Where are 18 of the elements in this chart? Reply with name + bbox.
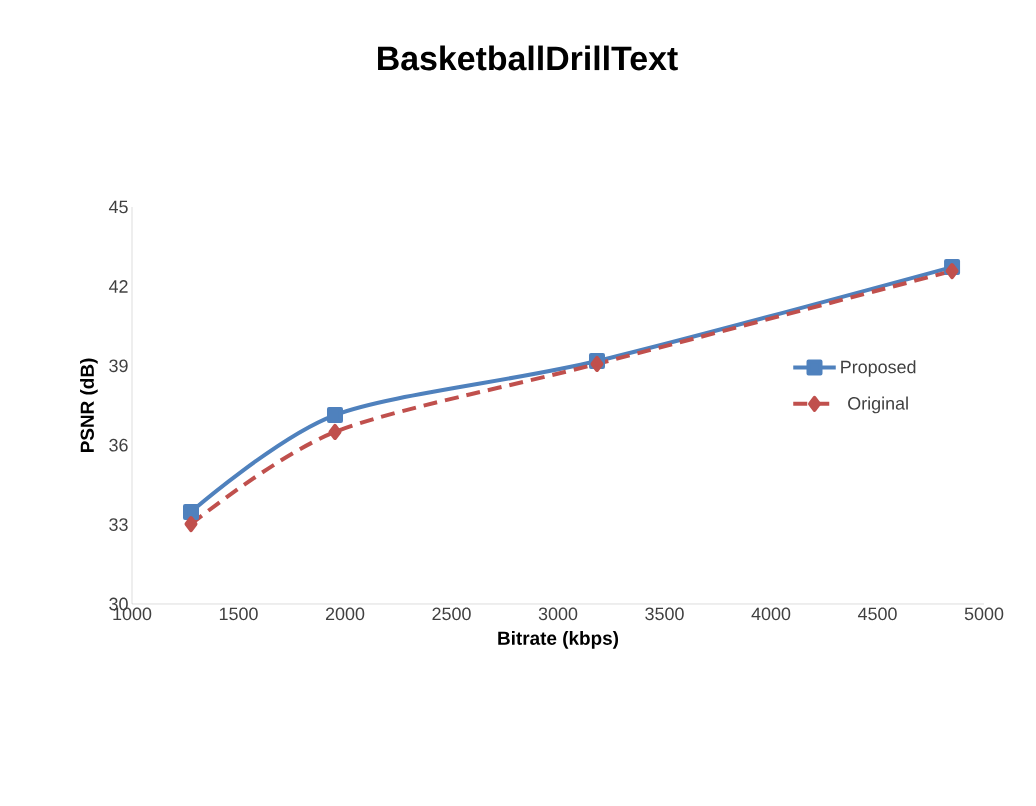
x-tick-label: 2500 (432, 607, 471, 621)
legend-label: Original (848, 396, 908, 414)
x-tick-label: 2000 (325, 607, 365, 621)
y-axis-title: PSNR (dB) (80, 358, 98, 453)
x-tick-label: 4000 (751, 607, 791, 621)
y-tick-label: 36 (109, 438, 128, 452)
x-tick-label: 5000 (964, 607, 1004, 621)
x-tick-label: 3500 (645, 607, 684, 621)
y-tick-label: 42 (108, 280, 128, 293)
y-tick-label: 33 (109, 518, 128, 531)
legend-label: Proposed (841, 360, 916, 377)
x-tick-label: 1500 (219, 607, 258, 621)
x-tick-label: 3000 (538, 607, 578, 621)
x-tick-label: 4500 (857, 607, 897, 621)
y-tick-label: 39 (109, 359, 128, 373)
x-axis-title: Bitrate (kbps) (498, 631, 619, 649)
y-tick-label: 45 (108, 200, 128, 214)
chart-title: BasketballDrillText (378, 45, 678, 71)
